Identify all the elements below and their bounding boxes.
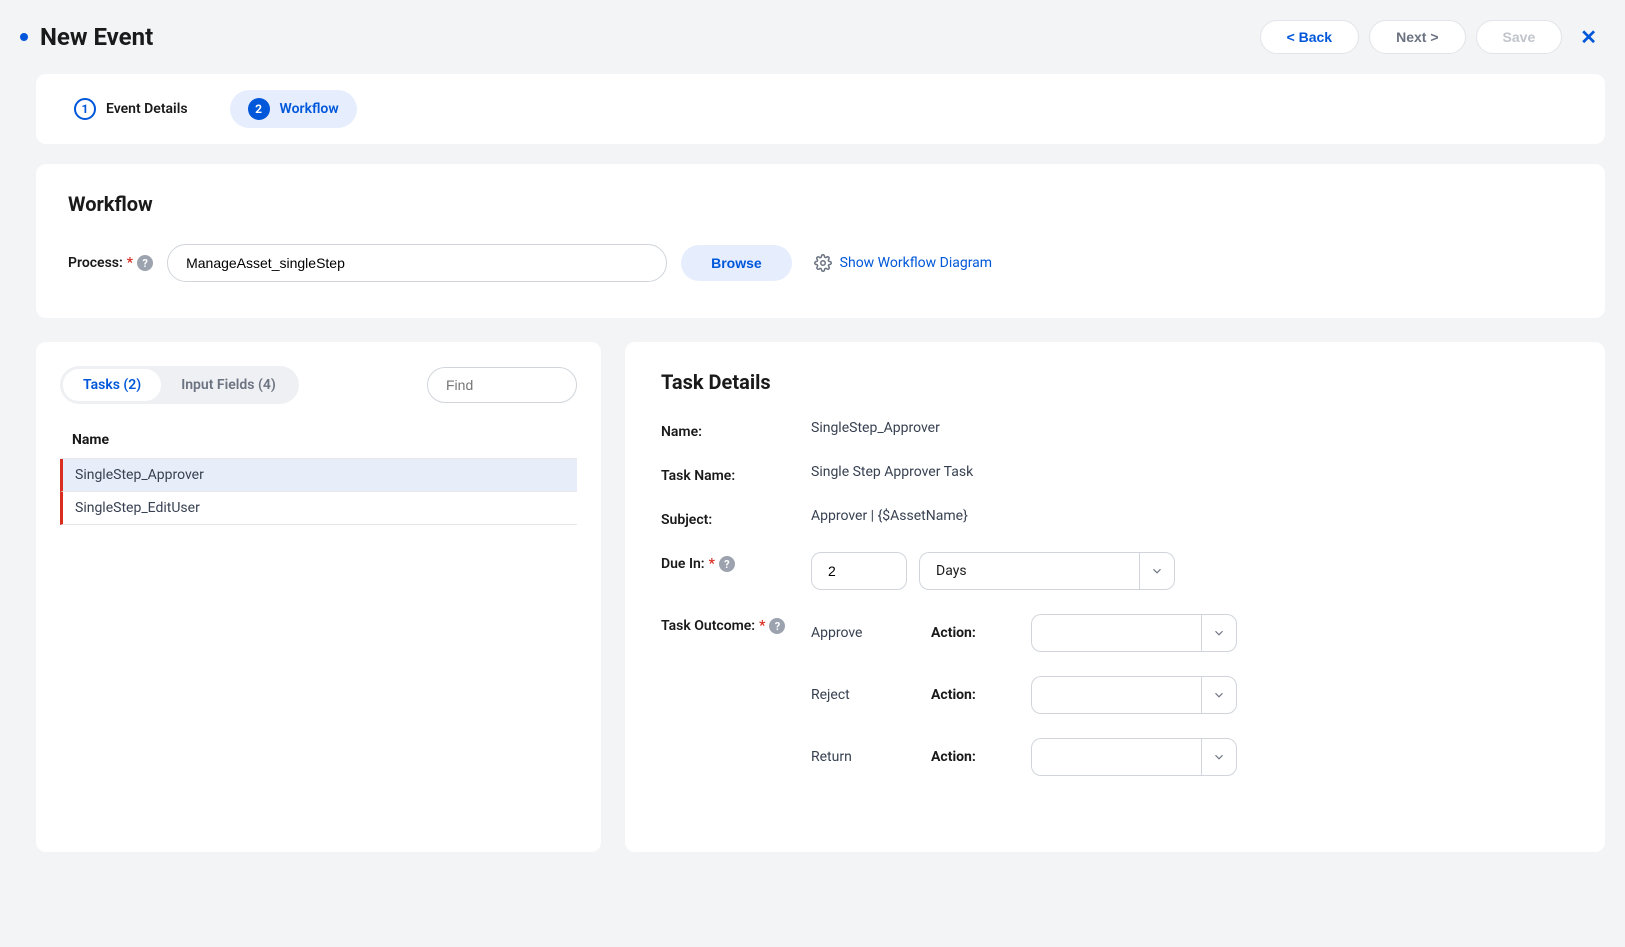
input-fields-tab[interactable]: Input Fields (4) <box>161 369 296 401</box>
next-button[interactable]: Next > <box>1369 20 1465 54</box>
page-bullet <box>20 33 28 41</box>
outcome-action-select[interactable] <box>1031 738 1237 776</box>
detail-name-label: Name: <box>661 420 811 440</box>
show-diagram-label: Show Workflow Diagram <box>840 255 992 271</box>
step-number-2: 2 <box>248 98 270 120</box>
step-number-1: 1 <box>74 98 96 120</box>
page-title: New Event <box>40 23 153 51</box>
help-icon[interactable]: ? <box>719 556 735 572</box>
outcome-row: ReturnAction: <box>811 738 1569 776</box>
required-star: * <box>709 556 715 572</box>
help-icon[interactable]: ? <box>137 255 153 271</box>
due-unit-select[interactable]: Days <box>919 552 1175 590</box>
process-label: Process: * ? <box>68 255 153 271</box>
detail-subject-label: Subject: <box>661 508 811 528</box>
required-star: * <box>127 255 133 271</box>
chevron-down-icon[interactable] <box>1201 614 1237 652</box>
due-unit-value: Days <box>919 552 1139 590</box>
outcome-name: Reject <box>811 687 931 703</box>
action-label: Action: <box>931 749 1031 765</box>
close-icon[interactable]: ✕ <box>1572 25 1605 49</box>
task-name-header: Name <box>60 422 577 459</box>
show-workflow-diagram-link[interactable]: Show Workflow Diagram <box>814 254 992 272</box>
outcome-name: Return <box>811 749 931 765</box>
detail-outcome-label: Task Outcome: * ? <box>661 614 811 634</box>
chevron-down-icon[interactable] <box>1201 676 1237 714</box>
outcome-action-value <box>1031 614 1201 652</box>
gear-icon <box>814 254 832 272</box>
action-label: Action: <box>931 687 1031 703</box>
action-label: Action: <box>931 625 1031 641</box>
detail-taskname-label: Task Name: <box>661 464 811 484</box>
detail-taskname-value: Single Step Approver Task <box>811 464 1569 480</box>
task-row[interactable]: SingleStep_Approver <box>60 459 577 492</box>
chevron-down-icon[interactable] <box>1201 738 1237 776</box>
outcome-action-select[interactable] <box>1031 614 1237 652</box>
step-label-1: Event Details <box>106 101 188 117</box>
save-button[interactable]: Save <box>1476 20 1563 54</box>
outcome-row: ApproveAction: <box>811 614 1569 652</box>
help-icon[interactable]: ? <box>769 618 785 634</box>
browse-button[interactable]: Browse <box>681 245 792 281</box>
back-button[interactable]: < Back <box>1260 20 1360 54</box>
detail-subject-value: Approver | {$AssetName} <box>811 508 1569 524</box>
outcome-action-value <box>1031 676 1201 714</box>
find-input[interactable] <box>427 367 577 403</box>
outcome-name: Approve <box>811 625 931 641</box>
task-details-title: Task Details <box>661 370 1569 394</box>
detail-name-value: SingleStep_Approver <box>811 420 1569 436</box>
task-row[interactable]: SingleStep_EditUser <box>60 492 577 525</box>
detail-due-label: Due In: * ? <box>661 552 811 572</box>
wizard-step-workflow[interactable]: 2 Workflow <box>230 90 357 128</box>
tasks-tab[interactable]: Tasks (2) <box>63 369 161 401</box>
outcome-row: RejectAction: <box>811 676 1569 714</box>
outcome-action-value <box>1031 738 1201 776</box>
due-in-value-input[interactable] <box>811 552 907 590</box>
required-star: * <box>759 618 765 634</box>
step-label-2: Workflow <box>280 101 339 117</box>
outcome-action-select[interactable] <box>1031 676 1237 714</box>
wizard-step-event-details[interactable]: 1 Event Details <box>56 90 206 128</box>
process-input[interactable] <box>167 244 667 282</box>
workflow-section-title: Workflow <box>68 192 1573 216</box>
chevron-down-icon[interactable] <box>1139 552 1175 590</box>
